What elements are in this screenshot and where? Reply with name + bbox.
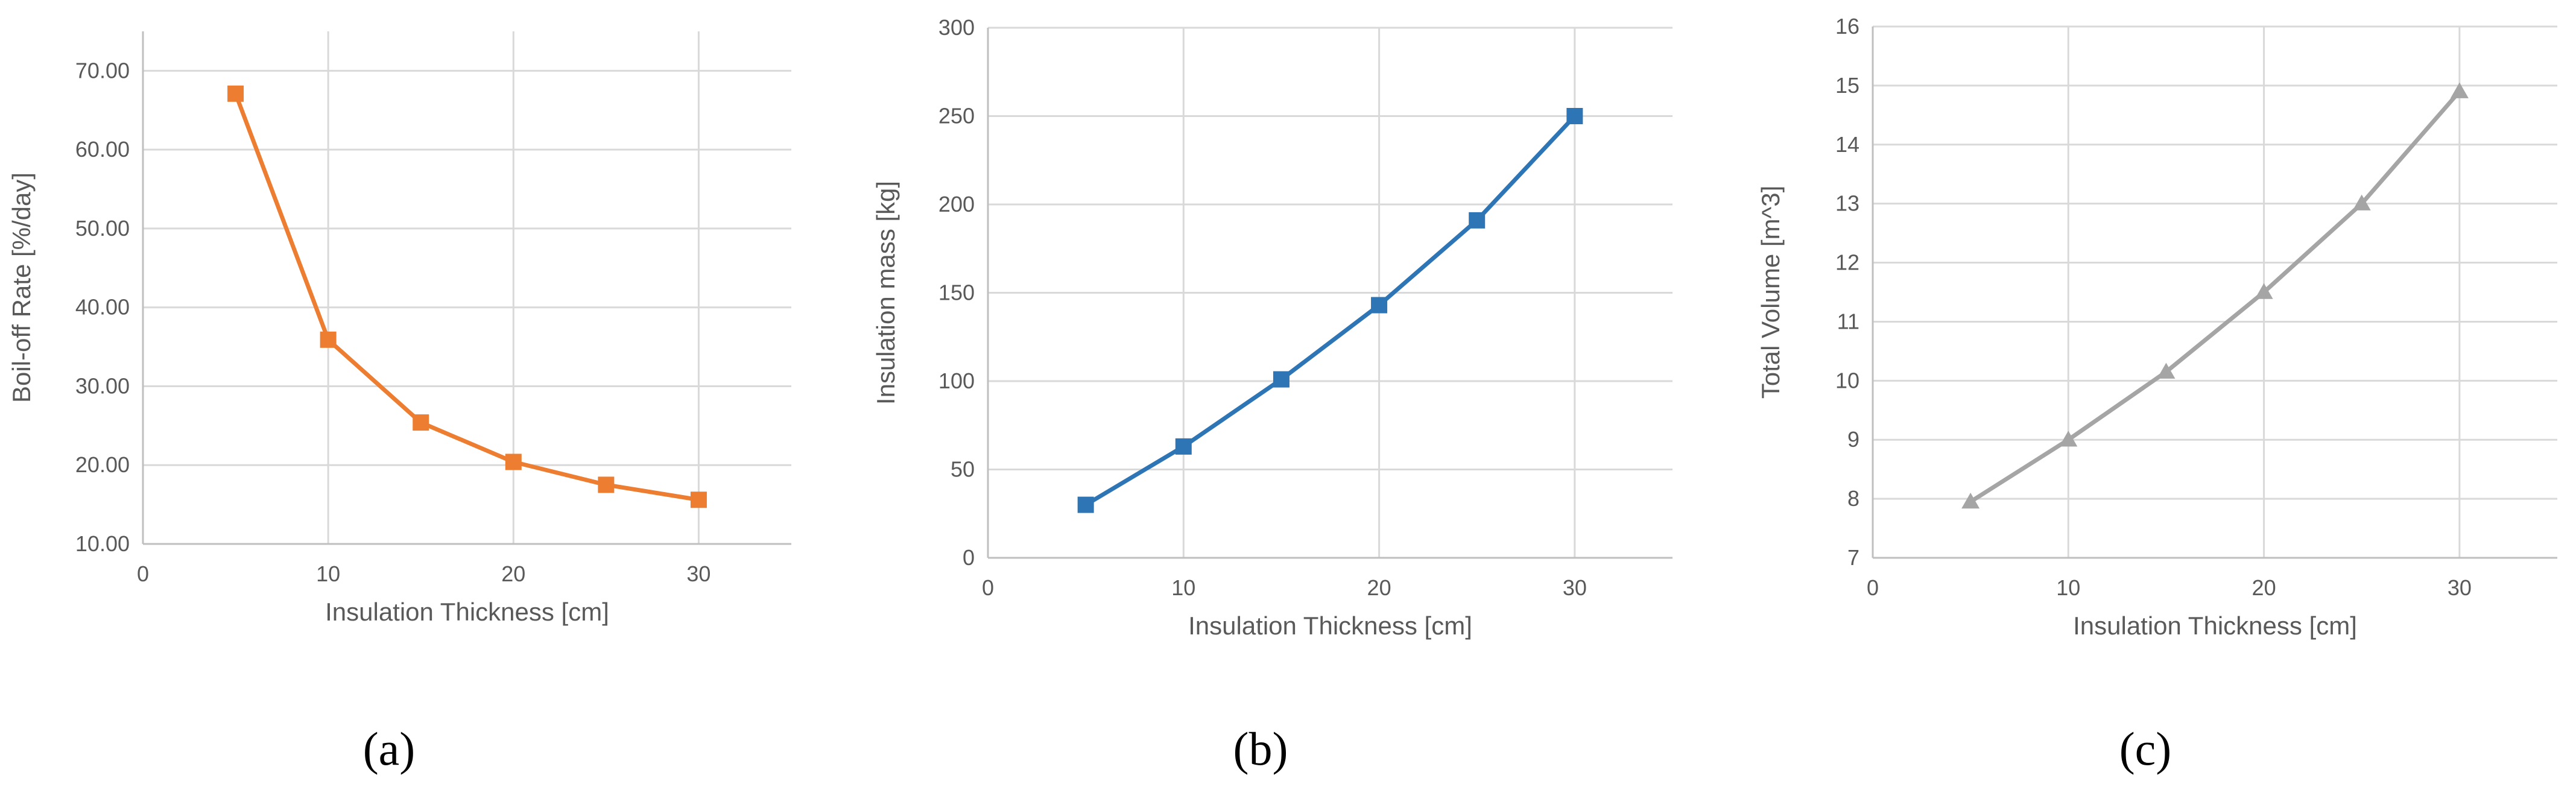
y-tick-label: 7	[1847, 545, 1859, 570]
y-tick-label: 30.00	[75, 373, 130, 398]
y-tick-label: 10	[1835, 368, 1859, 393]
x-tick-label: 10	[2056, 575, 2080, 600]
y-tick-label: 70.00	[75, 58, 130, 83]
data-point	[1273, 371, 1290, 388]
y-tick-label: 300	[938, 15, 975, 40]
x-tick-label: 0	[982, 575, 994, 600]
y-tick-label: 50.00	[75, 216, 130, 241]
y-tick-label: 200	[938, 192, 975, 216]
y-tick-label: 11	[1837, 309, 1859, 333]
chart-panel-3: 7 8 9 10 11 12 13 14 15 16 0 10 20 30 Insulation Thick…	[1756, 14, 2557, 775]
y-tick-label: 60.00	[75, 137, 130, 162]
y-tick-label: 14	[1835, 132, 1859, 157]
data-point	[1566, 108, 1583, 124]
data-point	[2157, 362, 2176, 379]
data-point	[1175, 438, 1192, 455]
y-tick-label: 8	[1847, 486, 1859, 511]
x-tick-label: 0	[137, 561, 149, 586]
y-tick-label: 20.00	[75, 452, 130, 477]
y-tick-label: 50	[951, 457, 975, 482]
data-point	[1077, 496, 1094, 513]
x-tick-label: 30	[1563, 575, 1587, 600]
data-point	[1469, 212, 1486, 229]
y-tick-label: 9	[1847, 427, 1859, 452]
x-tick-label: 20	[1367, 575, 1391, 600]
y-axis-title: Insulation mass [kg]	[872, 181, 900, 405]
x-axis-title: Insulation Thickness [cm]	[1188, 611, 1472, 640]
y-tick-label: 10.00	[75, 531, 130, 556]
x-tick-label: 30	[2448, 575, 2472, 600]
data-point	[505, 453, 522, 470]
y-axis-title: Total Volume [m^3]	[1756, 186, 1785, 399]
x-axis-title: Insulation Thickness [cm]	[2073, 611, 2357, 640]
y-tick-label: 40.00	[75, 295, 130, 320]
y-tick-label: 13	[1835, 191, 1859, 216]
series-line	[1969, 90, 2461, 504]
panel-label: (a)	[363, 722, 416, 775]
data-point	[598, 476, 615, 493]
chart-panel-1: 10.00 20.00 30.00 40.00 50.00 60.00 70.00 0 10 20…	[7, 31, 791, 775]
series-line	[233, 93, 699, 502]
y-tick-label: 16	[1835, 14, 1859, 39]
chart-panel-2: 0 50 100 150 200 250 300 0 10 20 30 Insulation Thic…	[872, 15, 1673, 775]
data-point	[1371, 297, 1388, 314]
series-line	[1084, 115, 1577, 507]
data-point	[2352, 194, 2371, 210]
panel-label: (c)	[2119, 722, 2172, 775]
data-point	[320, 331, 337, 348]
y-tick-label: 150	[938, 280, 975, 305]
x-axis-title: Insulation Thickness [cm]	[325, 598, 609, 626]
x-tick-label: 0	[1867, 575, 1879, 600]
data-point	[413, 414, 429, 431]
data-point	[1961, 493, 1980, 509]
data-point	[690, 491, 707, 508]
x-tick-label: 20	[501, 561, 525, 586]
y-tick-label: 100	[938, 368, 975, 393]
panel-label: (b)	[1233, 722, 1288, 775]
x-tick-label: 10	[316, 561, 340, 586]
y-tick-label: 250	[938, 104, 975, 128]
data-point	[227, 85, 244, 102]
y-tick-label: 12	[1835, 250, 1859, 275]
y-axis-title: Boil-off Rate [%/day]	[7, 172, 36, 403]
x-tick-label: 30	[686, 561, 710, 586]
x-tick-label: 10	[1171, 575, 1195, 600]
y-tick-label: 15	[1835, 73, 1859, 98]
data-point	[2059, 431, 2078, 447]
data-point	[2450, 82, 2469, 98]
data-point	[2255, 283, 2273, 299]
x-tick-label: 20	[2252, 575, 2276, 600]
y-tick-label: 0	[963, 545, 975, 570]
